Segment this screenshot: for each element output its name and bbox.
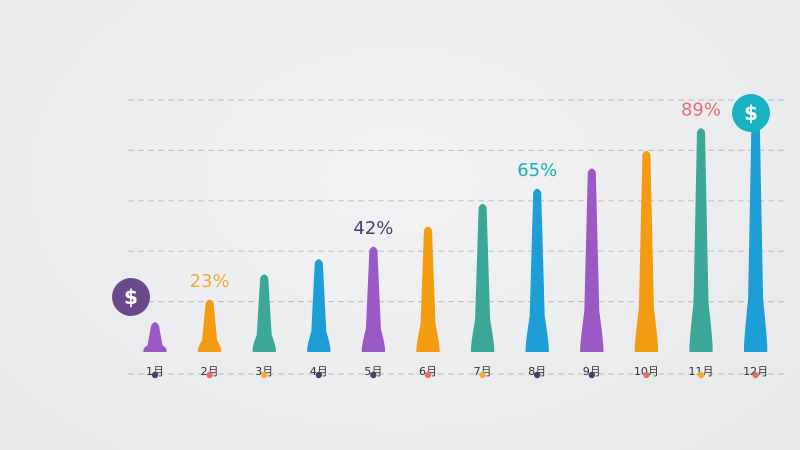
bar	[143, 322, 167, 352]
x-tick-labels: 1月 2月 3月 4月 5月 6月 7月 8月 9月 10月 11月 12月	[146, 365, 768, 378]
x-tick-label: 9月	[583, 365, 601, 378]
bar	[689, 128, 713, 352]
bars	[143, 110, 768, 352]
x-tick-label: 4月	[310, 365, 328, 378]
left-dollar-coin-icon: $	[112, 278, 150, 316]
data-label: 89%	[681, 100, 721, 121]
tick-marker	[697, 371, 705, 379]
data-label: 23%	[190, 271, 230, 292]
bar	[307, 259, 331, 352]
tick-marker	[261, 371, 268, 379]
bar	[743, 110, 768, 352]
bar	[634, 150, 659, 352]
x-tick-label: 11月	[689, 365, 714, 378]
tick-marker	[370, 371, 377, 379]
bar	[470, 203, 495, 352]
x-tick-label: 5月	[364, 365, 382, 378]
tick-marker	[206, 371, 213, 379]
tick-marker	[643, 371, 650, 379]
tick-marker	[752, 371, 759, 379]
tick-marker	[151, 371, 159, 379]
x-tick-label: 12月	[743, 365, 768, 378]
bar	[416, 226, 440, 352]
right-dollar-coin-icon: $	[732, 94, 770, 132]
x-tick-label: 3月	[255, 365, 273, 378]
svg-text:$: $	[124, 285, 138, 309]
grid-lines	[128, 99, 785, 375]
x-tick-label: 10月	[634, 365, 659, 378]
x-tick-label: 7月	[474, 365, 492, 378]
tick-marker	[424, 371, 432, 379]
tick-marker	[534, 371, 541, 379]
x-tick-label: 1月	[146, 365, 164, 378]
x-tick-label: 2月	[201, 365, 219, 378]
data-labels: 23% 42% 65% 89%	[190, 100, 721, 292]
x-tick-label: 8月	[528, 365, 546, 378]
bar	[525, 188, 549, 352]
data-label: 65%	[517, 160, 557, 181]
bar	[580, 168, 604, 352]
tick-marker	[588, 371, 595, 379]
tick-marker	[479, 371, 486, 379]
tick-markers	[151, 371, 759, 379]
data-label: 42%	[353, 218, 393, 239]
tick-marker	[315, 371, 322, 379]
x-tick-label: 6月	[419, 365, 437, 378]
bar	[197, 299, 222, 352]
bar	[252, 274, 276, 352]
bar	[361, 246, 386, 352]
svg-text:$: $	[744, 101, 758, 125]
